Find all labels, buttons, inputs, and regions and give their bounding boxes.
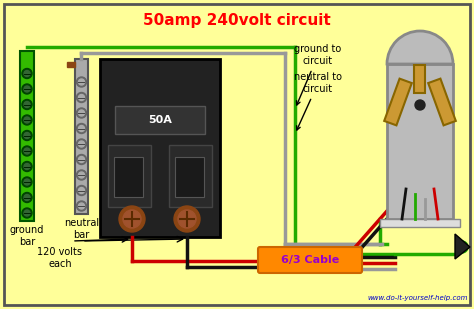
Bar [380, 219, 460, 227]
Circle shape [79, 95, 84, 100]
Bar [75, 59, 88, 214]
Polygon shape [428, 78, 456, 125]
Circle shape [76, 124, 86, 133]
Polygon shape [384, 78, 412, 125]
Circle shape [22, 208, 32, 218]
Circle shape [178, 210, 196, 228]
Polygon shape [414, 65, 426, 93]
Circle shape [24, 117, 30, 123]
Wedge shape [387, 31, 453, 64]
Circle shape [22, 115, 32, 125]
Circle shape [415, 100, 425, 110]
Circle shape [24, 148, 30, 154]
Text: ground to
circuit: ground to circuit [294, 44, 342, 105]
Bar [100, 59, 220, 237]
Text: neutral
bar: neutral bar [64, 218, 99, 239]
Circle shape [123, 210, 141, 228]
Text: 50A: 50A [148, 115, 172, 125]
Text: 50amp 240volt circuit: 50amp 240volt circuit [143, 13, 331, 28]
Text: neutral to
circuit: neutral to circuit [294, 72, 342, 130]
Bar [169, 145, 212, 207]
Text: 120 volts
each: 120 volts each [37, 247, 82, 269]
Circle shape [456, 241, 468, 253]
Circle shape [22, 162, 32, 171]
Circle shape [79, 125, 84, 132]
Circle shape [174, 206, 200, 232]
Circle shape [119, 206, 145, 232]
Circle shape [22, 84, 32, 94]
Circle shape [79, 203, 84, 209]
Circle shape [76, 154, 86, 164]
Circle shape [24, 133, 30, 138]
Circle shape [24, 210, 30, 216]
Bar [387, 64, 453, 219]
Circle shape [22, 146, 32, 156]
Circle shape [24, 163, 30, 170]
Bar [108, 145, 151, 207]
Text: 6/3 Cable: 6/3 Cable [281, 255, 339, 265]
Circle shape [24, 86, 30, 92]
Circle shape [79, 79, 84, 85]
Text: ground
bar: ground bar [10, 225, 44, 247]
Circle shape [22, 177, 32, 187]
Circle shape [76, 92, 86, 103]
Circle shape [76, 139, 86, 149]
Circle shape [79, 188, 84, 193]
Circle shape [24, 179, 30, 185]
Bar [175, 157, 204, 197]
Bar [115, 106, 205, 134]
Bar [20, 51, 34, 221]
Circle shape [79, 156, 84, 163]
Polygon shape [455, 234, 470, 259]
Circle shape [76, 77, 86, 87]
Bar [114, 157, 143, 197]
Circle shape [22, 193, 32, 202]
Circle shape [22, 99, 32, 109]
Circle shape [22, 69, 32, 78]
Circle shape [76, 185, 86, 196]
FancyBboxPatch shape [258, 247, 362, 273]
Circle shape [76, 108, 86, 118]
Circle shape [24, 70, 30, 77]
Circle shape [79, 141, 84, 147]
Circle shape [22, 130, 32, 141]
Circle shape [79, 172, 84, 178]
Circle shape [76, 170, 86, 180]
Circle shape [79, 110, 84, 116]
Circle shape [76, 201, 86, 211]
Circle shape [24, 194, 30, 201]
Text: www.do-it-yourself-help.com: www.do-it-yourself-help.com [367, 295, 468, 301]
Circle shape [24, 101, 30, 108]
Bar [67, 62, 75, 67]
